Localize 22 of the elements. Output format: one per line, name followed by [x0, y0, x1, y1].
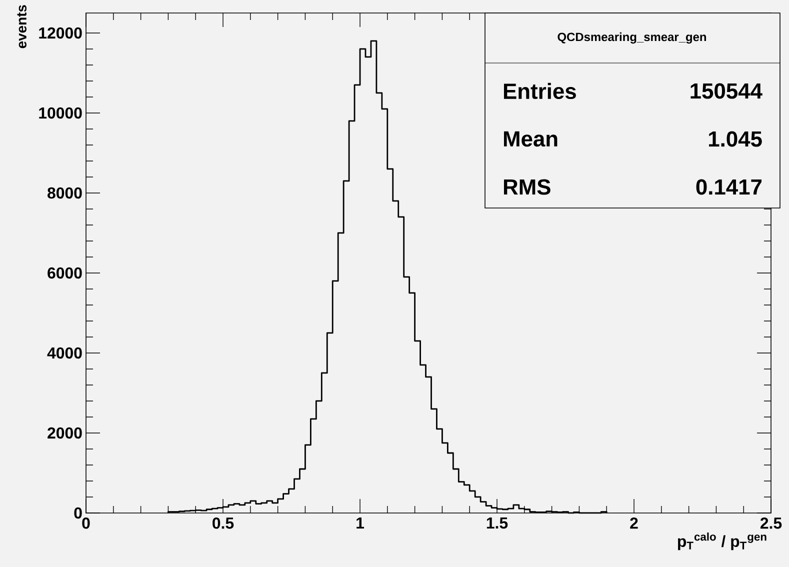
annotation: 1.045 [709, 131, 762, 147]
y-tick-label: 4000 [47, 347, 82, 359]
annotation: 0.1417 [696, 179, 762, 195]
x-tick-label: 1 [356, 518, 364, 528]
y-tick-label: 12000 [39, 27, 82, 39]
y-tick-label: 0 [74, 507, 82, 519]
text: QCDsmearing_smear_gen [558, 32, 706, 44]
annotation: RMS [504, 179, 550, 195]
y-axis-title: events [17, 5, 26, 48]
annotation: Entries [504, 82, 576, 100]
y-tick-label: 6000 [48, 267, 82, 279]
annotation: Mean [504, 131, 558, 147]
y-tick-label: 10000 [39, 107, 82, 119]
x-tick-label: 0 [82, 518, 90, 529]
y-tick-label: 2000 [48, 427, 82, 439]
y-tick-label: 8000 [48, 187, 82, 199]
x-tick-label: 1.5 [486, 518, 508, 529]
x-tick-label: 2 [630, 518, 638, 529]
x-tick-label: 2.5 [760, 518, 782, 529]
annotation: 150544 [690, 83, 762, 99]
x-axis-title: p$_{T}$$^{calo}$ / p$_{T}$gen [678, 532, 766, 550]
x-tick-label: 0.5 [212, 518, 234, 529]
